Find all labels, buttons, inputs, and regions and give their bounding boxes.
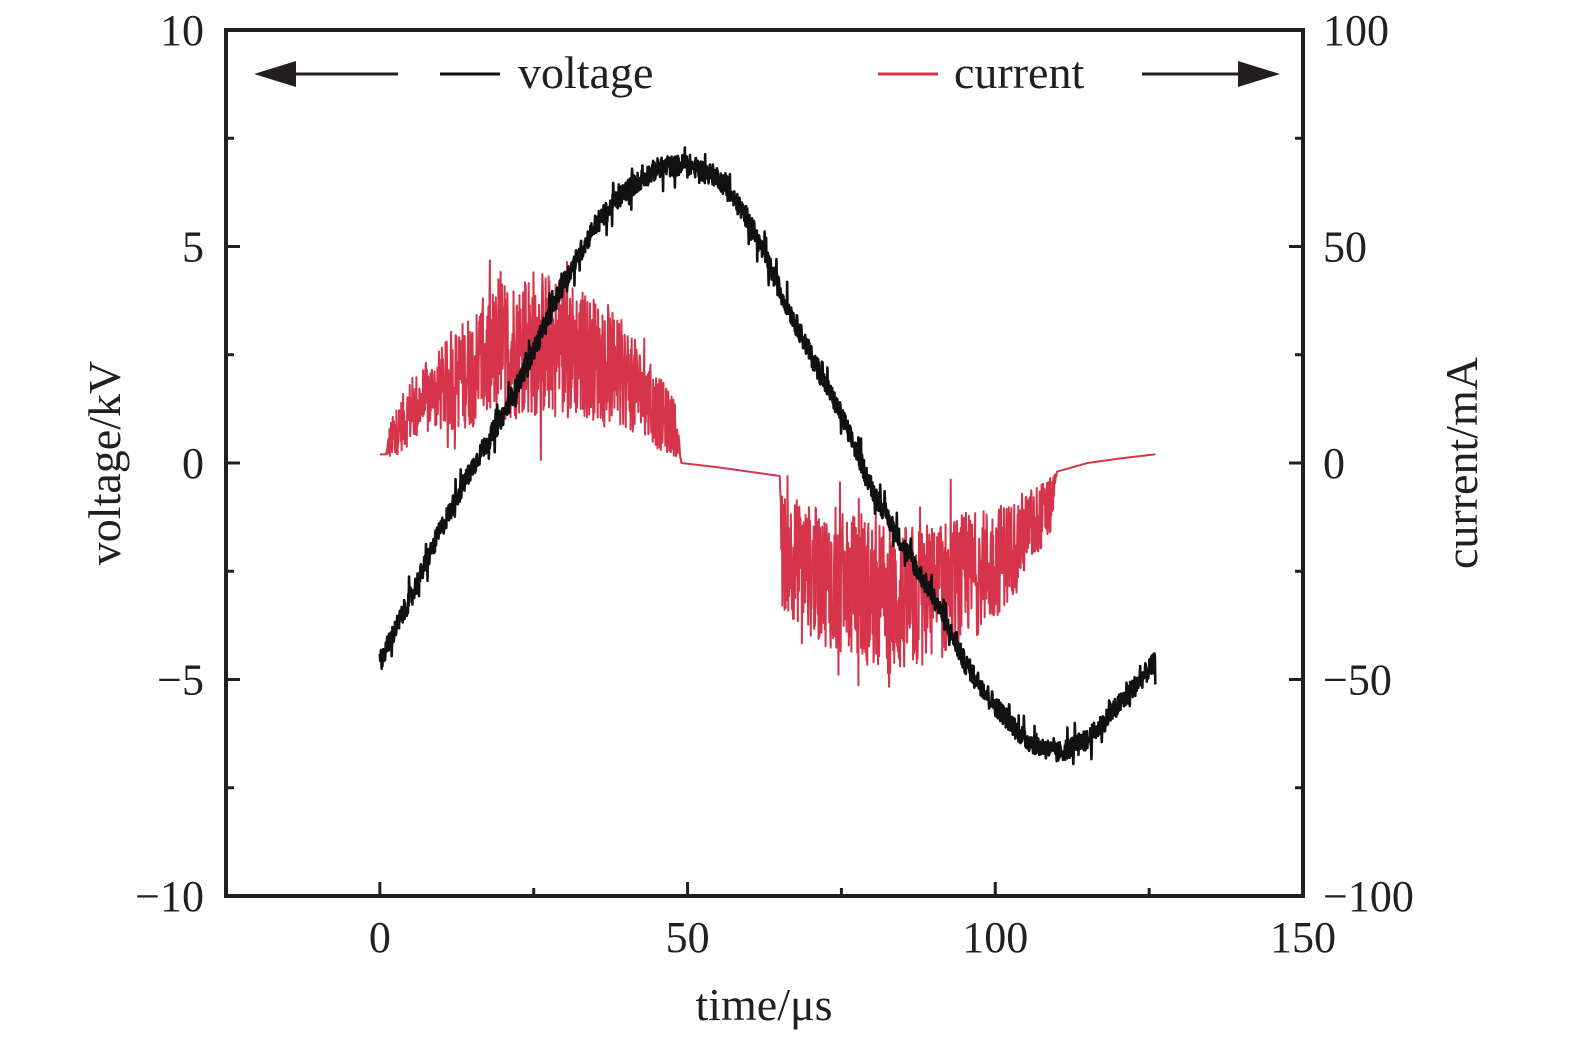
y-left-tick-label: 0 <box>182 439 204 488</box>
y-right-tick-label: 50 <box>1323 223 1367 272</box>
plot-frame <box>224 28 1305 898</box>
arrow-left-head <box>254 61 296 87</box>
x-tick-label: 50 <box>666 913 710 962</box>
legend-label-voltage: voltage <box>518 47 653 98</box>
x-axis-title: time/μs <box>695 979 832 1030</box>
y-left-tick-label: −5 <box>157 656 204 705</box>
y-left-tick-label: 10 <box>160 6 204 55</box>
x-tick-label: 0 <box>369 913 391 962</box>
legend: voltage current <box>254 47 1280 98</box>
y-right-tick-label: −100 <box>1323 872 1414 921</box>
y-axis-right-title: current/mA <box>1436 357 1487 569</box>
x-tick-label: 150 <box>1270 913 1336 962</box>
series-line-current <box>379 259 1156 688</box>
legend-label-current: current <box>954 47 1084 98</box>
y-left-tick-label: 5 <box>182 223 204 272</box>
y-right-tick-label: 100 <box>1323 6 1389 55</box>
y-axis-left-title: voltage/kV <box>79 361 130 565</box>
y-left-tick-label: −10 <box>135 872 204 921</box>
y-right-tick-label: −50 <box>1323 656 1392 705</box>
x-tick-label: 100 <box>962 913 1028 962</box>
series-line-voltage <box>378 146 1157 766</box>
y-right-tick-label: 0 <box>1323 439 1345 488</box>
series-layer <box>378 146 1157 766</box>
arrow-right-head <box>1238 61 1280 87</box>
